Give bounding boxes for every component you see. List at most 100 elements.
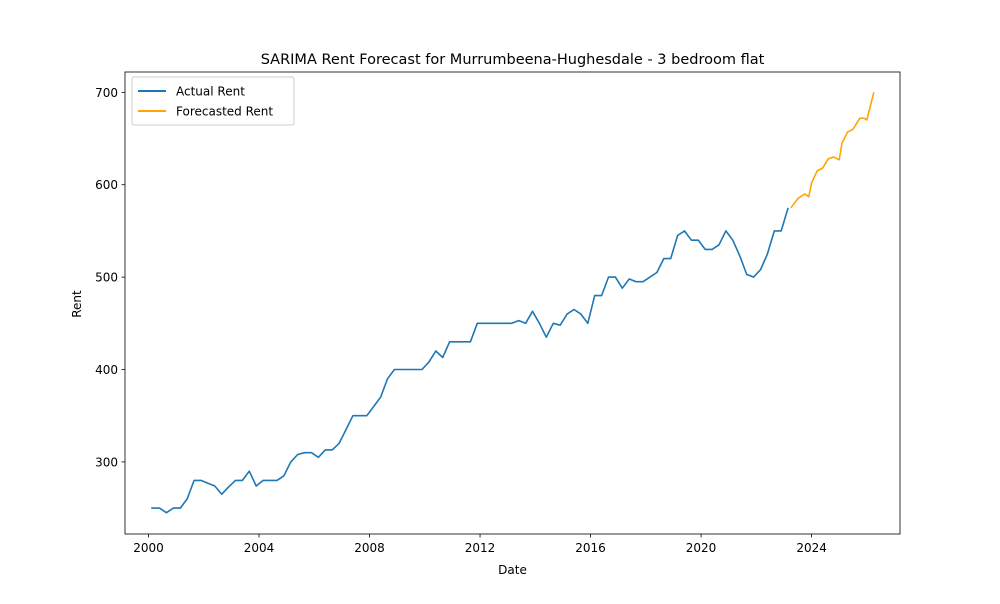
data-point-actual bbox=[463, 341, 465, 343]
data-point-actual bbox=[366, 415, 368, 417]
data-point-actual bbox=[283, 475, 285, 477]
data-point-actual bbox=[318, 457, 320, 459]
data-point-forecast bbox=[841, 142, 843, 144]
data-point-actual bbox=[732, 239, 734, 241]
data-point-actual bbox=[159, 507, 161, 509]
data-point-forecast bbox=[852, 129, 854, 131]
data-point-forecast bbox=[838, 159, 840, 161]
data-point-actual bbox=[150, 507, 152, 509]
x-axis-label: Date bbox=[498, 563, 527, 577]
data-point-actual bbox=[594, 295, 596, 297]
data-point-actual bbox=[311, 452, 313, 454]
x-tick-label: 2012 bbox=[465, 541, 496, 555]
data-point-actual bbox=[331, 449, 333, 451]
data-point-actual bbox=[221, 494, 223, 496]
data-point-actual bbox=[435, 350, 437, 352]
data-point-actual bbox=[628, 278, 630, 280]
data-point-actual bbox=[608, 276, 610, 278]
data-point-actual bbox=[456, 341, 458, 343]
y-tick-label: 600 bbox=[95, 178, 118, 192]
data-point-actual bbox=[553, 323, 555, 325]
data-point-actual bbox=[249, 470, 251, 472]
data-point-forecast bbox=[833, 156, 835, 158]
data-point-actual bbox=[449, 341, 451, 343]
data-point-actual bbox=[276, 480, 278, 482]
data-point-actual bbox=[380, 396, 382, 398]
data-point-actual bbox=[235, 480, 237, 482]
data-point-forecast bbox=[797, 198, 799, 200]
series-line-actual bbox=[151, 207, 789, 514]
data-point-actual bbox=[401, 369, 403, 371]
data-point-actual bbox=[663, 258, 665, 260]
data-point-actual bbox=[207, 482, 209, 484]
data-point-forecast bbox=[873, 92, 875, 94]
data-point-actual bbox=[649, 276, 651, 278]
data-point-forecast bbox=[808, 196, 810, 198]
data-point-forecast bbox=[790, 207, 792, 209]
data-point-actual bbox=[394, 369, 396, 371]
legend-label-actual: Actual Rent bbox=[176, 85, 245, 99]
data-point-actual bbox=[780, 230, 782, 232]
data-point-actual bbox=[214, 485, 216, 487]
data-point-actual bbox=[414, 369, 416, 371]
legend-frame bbox=[131, 76, 295, 126]
data-point-forecast bbox=[804, 193, 806, 195]
data-point-actual bbox=[345, 429, 347, 431]
x-tick-label: 2004 bbox=[244, 541, 275, 555]
data-point-actual bbox=[767, 253, 769, 255]
data-point-actual bbox=[635, 281, 637, 283]
data-point-actual bbox=[373, 406, 375, 408]
x-tick-label: 2000 bbox=[133, 541, 164, 555]
data-point-actual bbox=[338, 443, 340, 445]
y-tick-label: 500 bbox=[95, 271, 118, 285]
data-point-actual bbox=[725, 230, 727, 232]
data-point-actual bbox=[684, 230, 686, 232]
data-point-forecast bbox=[870, 103, 872, 105]
data-point-actual bbox=[387, 378, 389, 380]
legend: Actual Rent Forecasted Rent bbox=[131, 76, 295, 126]
plot-frame bbox=[124, 71, 901, 535]
data-point-actual bbox=[642, 281, 644, 283]
data-point-actual bbox=[601, 295, 603, 297]
data-point-actual bbox=[428, 361, 430, 363]
data-point-actual bbox=[359, 415, 361, 417]
y-axis-label: Rent bbox=[70, 290, 84, 318]
y-tick-label: 400 bbox=[95, 363, 118, 377]
data-point-actual bbox=[546, 336, 548, 338]
data-point-actual bbox=[532, 311, 534, 313]
plot-area: 2000 2004 2008 2012 2016 2020 2024 300 400 500 600… bbox=[95, 71, 901, 555]
data-point-actual bbox=[186, 498, 188, 500]
data-point-actual bbox=[580, 313, 582, 315]
data-point-actual bbox=[622, 287, 624, 289]
chart-title: SARIMA Rent Forecast for Murrumbeena-Hug… bbox=[261, 52, 765, 68]
data-point-actual bbox=[753, 276, 755, 278]
data-point-actual bbox=[290, 461, 292, 463]
data-point-actual bbox=[670, 258, 672, 260]
data-point-actual bbox=[518, 320, 520, 322]
data-point-actual bbox=[255, 485, 257, 487]
data-point-actual bbox=[760, 269, 762, 271]
x-tick-label: 2024 bbox=[796, 541, 827, 555]
data-point-actual bbox=[325, 449, 327, 451]
data-point-actual bbox=[718, 244, 720, 246]
data-point-actual bbox=[497, 323, 499, 325]
data-point-forecast bbox=[816, 170, 818, 172]
data-point-forecast bbox=[822, 167, 824, 169]
data-point-actual bbox=[787, 207, 789, 209]
series-line-forecast bbox=[790, 92, 875, 209]
data-point-actual bbox=[242, 480, 244, 482]
data-point-actual bbox=[746, 274, 748, 276]
data-point-actual bbox=[297, 454, 299, 456]
data-point-actual bbox=[504, 323, 506, 325]
legend-label-forecast: Forecasted Rent bbox=[176, 105, 273, 119]
data-point-actual bbox=[691, 239, 693, 241]
data-point-forecast bbox=[827, 158, 829, 160]
y-tick-label: 300 bbox=[95, 455, 118, 469]
y-tick-label: 700 bbox=[95, 86, 118, 100]
data-point-actual bbox=[262, 480, 264, 482]
data-point-actual bbox=[483, 323, 485, 325]
data-point-actual bbox=[739, 255, 741, 257]
x-tick-label: 2016 bbox=[575, 541, 606, 555]
